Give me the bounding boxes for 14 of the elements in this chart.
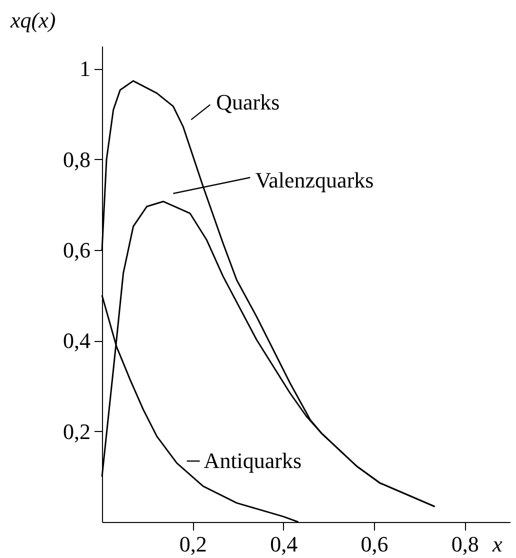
y-tick-label: 1	[80, 56, 90, 82]
y-tick-label: 0,2	[63, 418, 90, 444]
y-tick-label: 0,4	[63, 328, 90, 354]
legend-label: Quarks	[216, 90, 280, 115]
y-tick-label: 0,6	[63, 238, 90, 262]
x-tick-label: 0,8	[451, 532, 479, 556]
legend-label: Valenzquarks	[255, 167, 374, 192]
x-tick-label: 0,6	[360, 532, 388, 556]
y-axis-title: xq(x)	[10, 8, 56, 32]
x-tick-label: 0,2	[179, 532, 207, 556]
x-axis-title: x	[492, 532, 502, 556]
x-tick-label: 0,4	[270, 532, 298, 556]
y-tick-label: 0,8	[63, 146, 90, 172]
legend-label: Antiquarks	[204, 448, 302, 474]
